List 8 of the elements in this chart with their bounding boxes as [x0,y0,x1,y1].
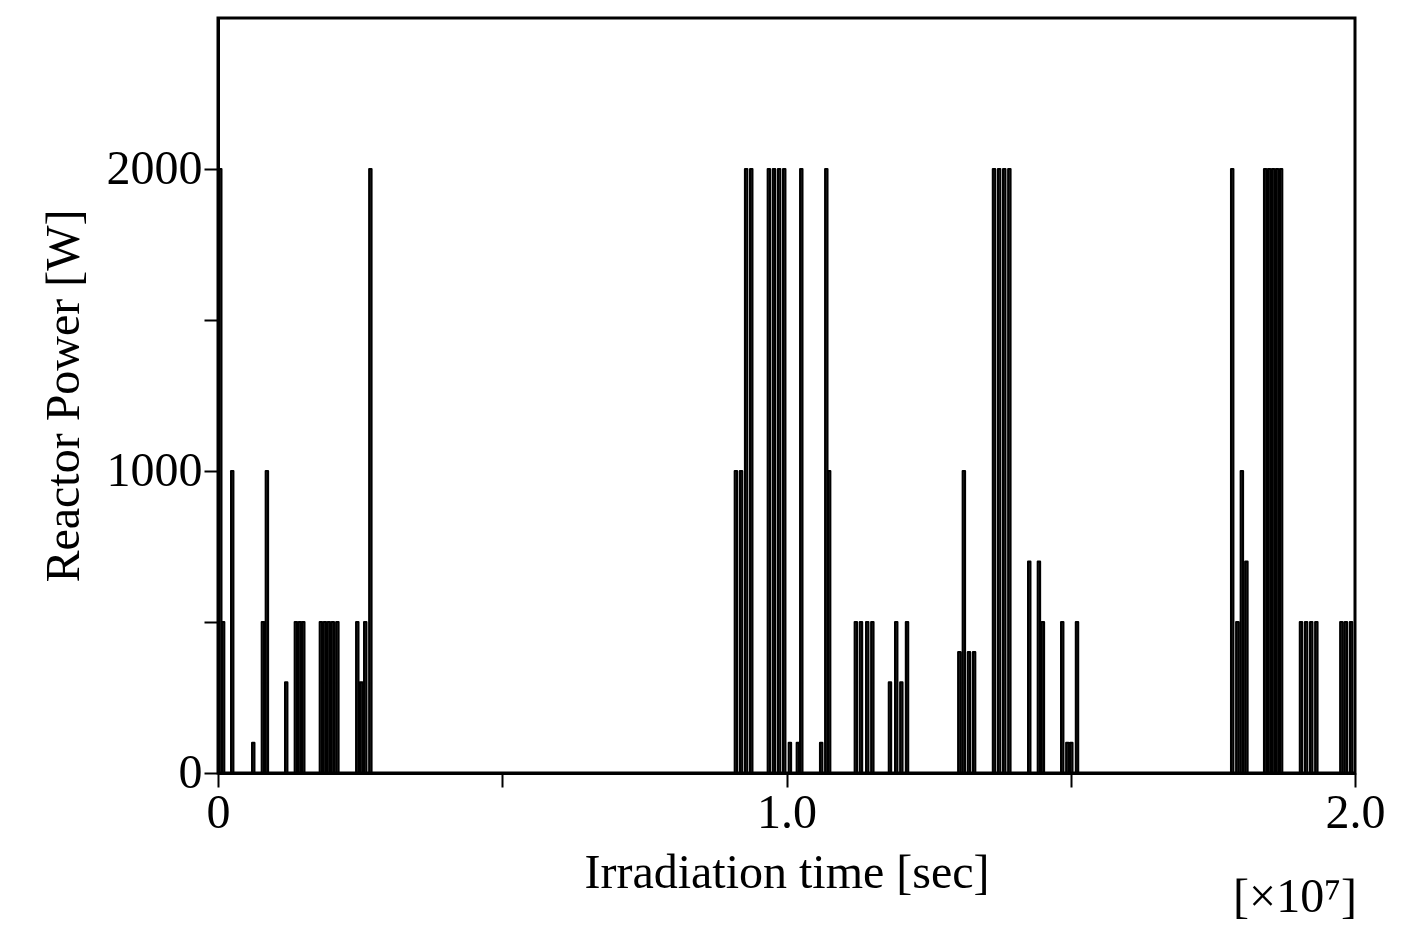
x-tick-label: 1.0 [757,784,817,838]
y-tick-label: 0 [178,744,203,798]
y-tick-label: 2000 [106,140,203,194]
y-tick-label: 1000 [106,442,203,496]
x-axis-title: Irradiation time [sec] [584,844,990,898]
y-axis-title: Reactor Power [W] [35,209,89,583]
text: [×10⁷] [1233,869,1357,922]
x-tick-label: 2.0 [1325,784,1386,838]
